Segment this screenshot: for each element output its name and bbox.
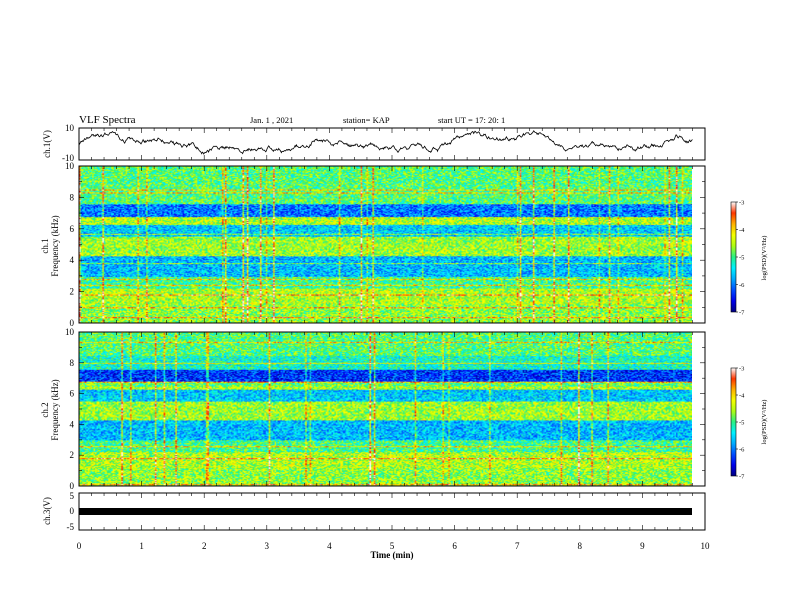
ch3-waveform-panel: 5 0 -5 ch.3(V) bbox=[42, 491, 706, 532]
x-tick-label: 0 bbox=[77, 541, 82, 551]
ch2-spectrogram-ylabel-channel: ch.2 bbox=[40, 402, 50, 417]
colorbar-tick-label: -4 bbox=[739, 393, 745, 400]
figure-title: VLF Spectra bbox=[79, 114, 136, 126]
ch3-ytick-middle: 0 bbox=[70, 506, 75, 516]
colorbar-tick-label: -7 bbox=[739, 474, 745, 481]
freq-tick-label: 6 bbox=[70, 224, 75, 234]
ch1-spectrogram-xticks bbox=[78, 166, 706, 323]
x-axis-label: Time (min) bbox=[370, 550, 413, 560]
ch1-waveform-ylabel: ch.1(V) bbox=[42, 130, 52, 158]
ch1-waveform-panel: 10 -10 ch.1(V) bbox=[42, 123, 706, 163]
ch1-colorbar-ticks: -3 -4 -5 -6 -7 bbox=[736, 200, 745, 317]
x-tick-label: 4 bbox=[327, 541, 332, 551]
x-tick-label: 5 bbox=[390, 541, 395, 551]
ch2-colorbar-label: log(PSD)(V²/Hz) bbox=[761, 400, 768, 445]
colorbar-tick-label: -7 bbox=[739, 310, 745, 317]
colorbar-tick-label: -6 bbox=[739, 447, 745, 454]
x-tick-label: 1 bbox=[139, 541, 144, 551]
ch1-spectrogram-heatmap bbox=[79, 166, 692, 323]
x-tick-label: 9 bbox=[640, 541, 645, 551]
header-station: station= KAP bbox=[343, 115, 390, 125]
ch1-spectrogram-ylabel-channel: ch.1 bbox=[40, 238, 50, 253]
ch1-spectrogram-yticks: 0 2 4 6 8 10 bbox=[65, 161, 705, 328]
freq-tick-label: 8 bbox=[70, 358, 75, 368]
ch2-colorbar: -3 -4 -5 -6 -7 log(PSD)(V²/Hz) bbox=[730, 366, 768, 481]
header-date: Jan. 1 , 2021 bbox=[250, 115, 293, 125]
ch2-colorbar-ticks: -3 -4 -5 -6 -7 bbox=[736, 366, 745, 481]
ch1-spectrogram-panel: 0 2 4 6 8 10 ch.1 Frequency (kHz) bbox=[40, 161, 706, 328]
freq-tick-label: 10 bbox=[65, 327, 75, 337]
freq-tick-label: 2 bbox=[70, 287, 75, 297]
header-start-time: start UT = 17: 20: 1 bbox=[438, 115, 505, 125]
ch3-xticks bbox=[78, 493, 706, 530]
x-tick-label: 2 bbox=[202, 541, 207, 551]
ch2-spectrogram-panel: 0 2 4 6 8 10 ch.2 Frequency (kHz) bbox=[40, 327, 706, 491]
ch1-ytick-top: 10 bbox=[65, 123, 75, 133]
x-tick-label: 8 bbox=[578, 541, 583, 551]
ch3-waveform-trace bbox=[79, 508, 692, 515]
ch1-ytick-bottom: -10 bbox=[62, 153, 74, 163]
colorbar-tick-label: -5 bbox=[739, 255, 744, 262]
ch3-waveform-ylabel: ch.3(V) bbox=[42, 497, 52, 525]
ch1-xticks bbox=[78, 128, 706, 160]
freq-tick-label: 10 bbox=[65, 161, 75, 171]
x-tick-label: 10 bbox=[701, 541, 711, 551]
ch2-spectrogram-xticks bbox=[78, 332, 706, 486]
colorbar-tick-label: -3 bbox=[739, 200, 744, 207]
ch3-ytick-top: 5 bbox=[70, 491, 75, 501]
ch2-spectrogram-ylabel-frequency: Frequency (kHz) bbox=[50, 379, 60, 440]
ch1-waveform-trace bbox=[78, 130, 693, 155]
freq-tick-label: 0 bbox=[70, 481, 75, 491]
freq-tick-label: 4 bbox=[70, 419, 75, 429]
x-tick-label: 6 bbox=[452, 541, 457, 551]
x-tick-label: 3 bbox=[265, 541, 270, 551]
freq-tick-label: 0 bbox=[70, 318, 75, 328]
freq-tick-label: 6 bbox=[70, 389, 75, 399]
colorbar-tick-label: -6 bbox=[739, 282, 745, 289]
freq-tick-label: 8 bbox=[70, 192, 75, 202]
colorbar-tick-label: -3 bbox=[739, 366, 744, 373]
freq-tick-label: 2 bbox=[70, 450, 75, 460]
freq-tick-label: 4 bbox=[70, 255, 75, 265]
ch2-spectrogram-heatmap bbox=[79, 332, 692, 486]
ch1-spectrogram-ylabel-frequency: Frequency (kHz) bbox=[50, 215, 60, 276]
ch2-spectrogram-yticks: 0 2 4 6 8 10 bbox=[65, 327, 705, 491]
colorbar-tick-label: -4 bbox=[739, 227, 745, 234]
x-axis-tick-labels: 0 1 2 3 4 5 6 7 8 9 10 bbox=[77, 541, 710, 551]
ch3-ytick-bottom: -5 bbox=[67, 522, 75, 532]
colorbar-tick-label: -5 bbox=[739, 420, 744, 427]
ch1-colorbar-label: log(PSD)(V²/Hz) bbox=[761, 236, 768, 281]
ch1-colorbar: -3 -4 -5 -6 -7 log(PSD)(V²/Hz) bbox=[730, 200, 768, 317]
x-tick-label: 7 bbox=[515, 541, 520, 551]
